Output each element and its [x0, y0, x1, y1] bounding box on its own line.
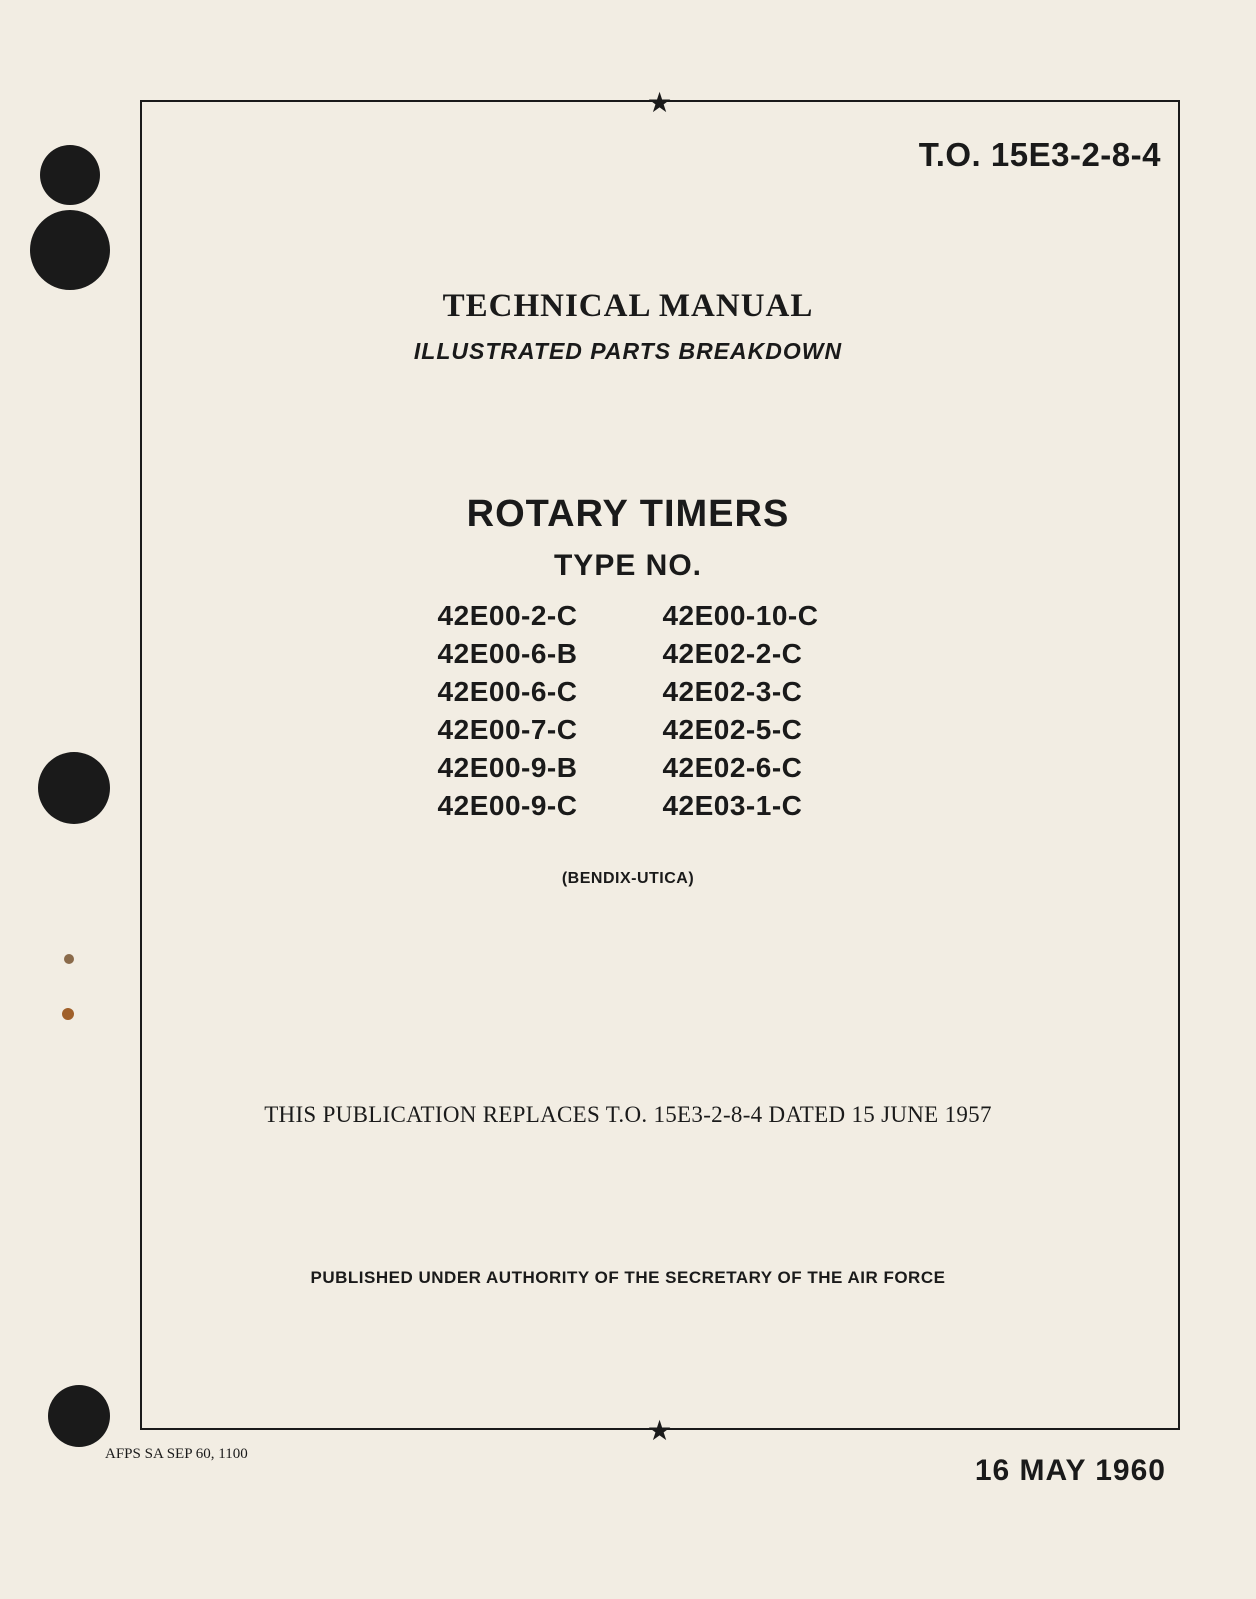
publication-authority: PUBLISHED UNDER AUTHORITY OF THE SECRETA…	[0, 1268, 1256, 1288]
type-number: 42E00-10-C	[662, 600, 818, 632]
publication-date: 16 MAY 1960	[975, 1454, 1166, 1488]
star-decoration-bottom: ★	[647, 1414, 672, 1447]
replacement-notice: THIS PUBLICATION REPLACES T.O. 15E3-2-8-…	[0, 1102, 1256, 1128]
type-column-right: 42E00-10-C 42E02-2-C 42E02-3-C 42E02-5-C…	[662, 600, 818, 822]
type-number: 42E02-5-C	[662, 714, 818, 746]
type-number: 42E00-9-C	[438, 790, 578, 822]
print-info: AFPS SA SEP 60, 1100	[105, 1446, 248, 1463]
blemish-spot	[62, 1008, 74, 1020]
type-number: 42E00-9-B	[438, 752, 578, 784]
product-title: ROTARY TIMERS	[0, 493, 1256, 536]
type-number: 42E00-2-C	[438, 600, 578, 632]
type-number: 42E02-6-C	[662, 752, 818, 784]
type-number: 42E00-6-B	[438, 638, 578, 670]
type-number: 42E00-6-C	[438, 676, 578, 708]
punch-hole	[30, 210, 110, 290]
blemish-spot	[64, 954, 74, 964]
type-numbers-list: 42E00-2-C 42E00-6-B 42E00-6-C 42E00-7-C …	[438, 600, 819, 822]
punch-hole	[40, 145, 100, 205]
type-number: 42E00-7-C	[438, 714, 578, 746]
manufacturer-name: (BENDIX-UTICA)	[0, 870, 1256, 888]
type-column-left: 42E00-2-C 42E00-6-B 42E00-6-C 42E00-7-C …	[438, 600, 578, 822]
type-number: 42E03-1-C	[662, 790, 818, 822]
punch-hole	[38, 752, 110, 824]
technical-order-number: T.O. 15E3-2-8-4	[919, 136, 1161, 174]
document-subtitle: ILLUSTRATED PARTS BREAKDOWN	[0, 338, 1256, 365]
document-title: TECHNICAL MANUAL	[0, 288, 1256, 325]
type-number-label: TYPE NO.	[0, 549, 1256, 583]
punch-hole	[48, 1385, 110, 1447]
type-number: 42E02-3-C	[662, 676, 818, 708]
type-number: 42E02-2-C	[662, 638, 818, 670]
document-page: ★ T.O. 15E3-2-8-4 TECHNICAL MANUAL ILLUS…	[0, 0, 1256, 1599]
